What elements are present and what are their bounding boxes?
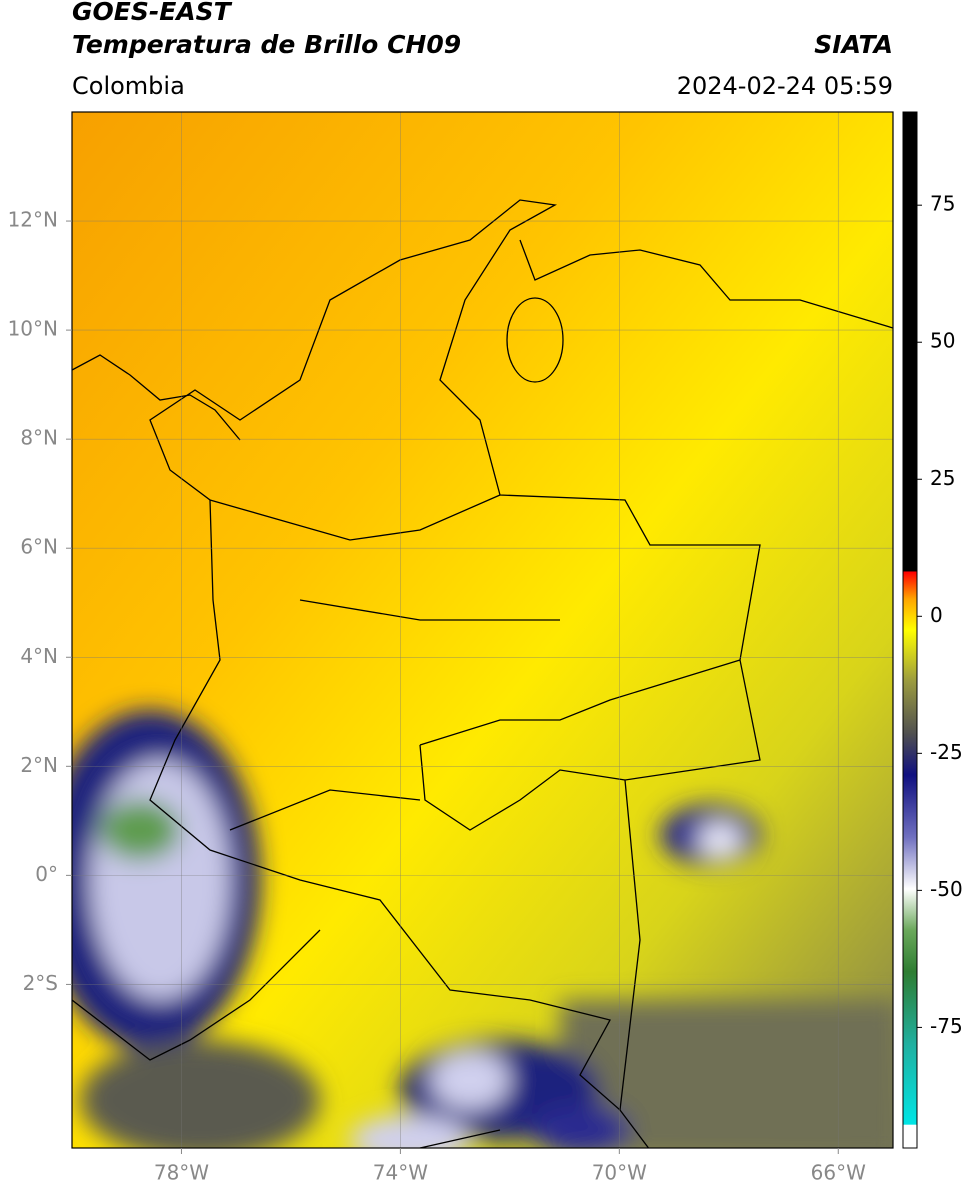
map-frame — [71, 111, 894, 1149]
colorbar-tick-label: -25 — [930, 740, 963, 764]
map-image — [72, 112, 893, 1148]
title: GOES-EAST — [72, 0, 233, 26]
colorbar-tick-label: -50 — [930, 877, 963, 901]
region: Colombia — [72, 72, 185, 100]
grid — [72, 112, 893, 1148]
colorbar-tick-label: 75 — [930, 192, 955, 216]
y-tick-label: 4°N — [20, 644, 58, 668]
y-tick-label: 0° — [35, 862, 58, 886]
y-tick-label: 2°N — [20, 753, 58, 777]
y-tick-label: 12°N — [8, 208, 58, 232]
colorbar-tick-label: 25 — [930, 466, 955, 490]
clouds — [72, 710, 893, 1148]
source: SIATA — [814, 30, 893, 59]
y-tick-label: 2°S — [23, 971, 58, 995]
coastlines — [72, 199, 893, 1148]
x-tick-label: 70°W — [592, 1161, 647, 1185]
x-tick-label: 78°W — [154, 1161, 209, 1185]
x-tick-label: 66°W — [811, 1161, 866, 1185]
colorbar-tick-label: -75 — [930, 1014, 963, 1038]
colorbar — [902, 111, 918, 1149]
timestamp: 2024-02-24 05:59 — [677, 72, 893, 100]
y-tick-label: 6°N — [20, 535, 58, 559]
colorbar-tick-label: 0 — [930, 603, 943, 627]
x-tick-label: 74°W — [373, 1161, 428, 1185]
title: Temperatura de Brillo CH09 — [72, 30, 461, 59]
colorbar-tick-label: 50 — [930, 329, 955, 353]
y-tick-label: 8°N — [20, 426, 58, 450]
y-tick-label: 10°N — [8, 317, 58, 341]
